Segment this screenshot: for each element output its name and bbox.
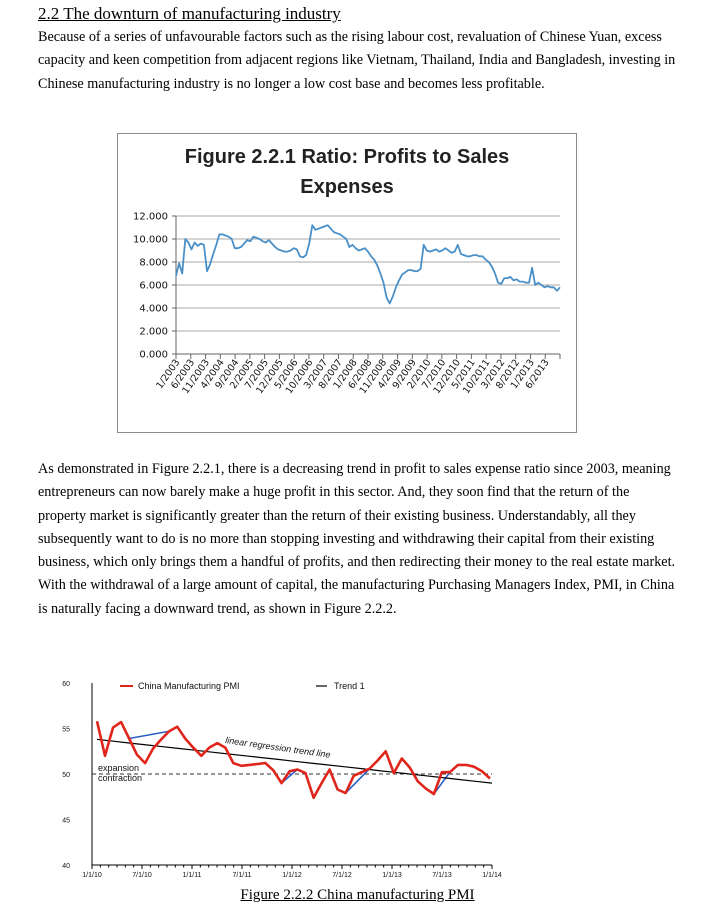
pmi-plot: 40 45 50 55 60 1/1/10 7/1/10 1/1/11 7/1/11 1/1/12… [62,681,502,879]
x-tick-label: 1/1/14 [482,872,502,879]
analysis-paragraph: As demonstrated in Figure 2.2.1, there i… [38,461,676,617]
legend-label-trend: Trend 1 [334,681,365,691]
y-tick-label: 50 [62,772,70,779]
y-tick-label: 6.000 [139,281,168,292]
trend-annotation: linear regression trend line [225,735,331,760]
legend-label-pmi: China Manufacturing PMI [138,681,240,691]
chart-title: Figure 2.2.1 Ratio: Profits to Sales Exp… [184,146,510,198]
x-tick-label: 7/1/10 [132,872,152,879]
y-tick-label: 60 [62,681,70,688]
y-tick-label: 40 [62,863,70,870]
x-tick-label: 7/1/11 [233,872,252,879]
x-tick-label: 1/1/12 [282,872,302,879]
x-tick-label: 1/1/13 [382,872,402,879]
rise-segment [128,730,170,740]
expansion-label: expansion [98,763,139,773]
x-tick-label: 7/1/13 [432,872,452,879]
y-tick-label: 0.000 [139,350,168,361]
y-tick-label: 55 [62,727,70,734]
x-tick-label: 1/1/10 [82,872,102,879]
y-tick-label: 8.000 [139,258,168,269]
rise-segment [345,767,371,794]
y-tick-label: 2.000 [139,327,168,338]
intro-paragraph: Because of a series of unfavourable fact… [38,29,676,92]
y-tick-label: 10.000 [133,235,168,246]
section-heading: 2.2 The downturn of manufacturing indust… [38,4,341,23]
y-tick-label: 45 [62,818,70,825]
profits-ratio-chart: Figure 2.2.1 Ratio: Profits to Sales Exp… [117,133,577,433]
pmi-chart: 40 45 50 55 60 1/1/10 7/1/10 1/1/11 7/1/11 1/1/12… [60,672,510,882]
x-tick-label: 1/1/11 [183,872,202,879]
figure-caption: Figure 2.2.2 China manufacturing PMI [240,887,475,903]
ratio-line [175,224,561,305]
profits-ratio-plot: 0.0002.0004.0006.0008.00010.00012.0001/2… [133,212,561,396]
y-tick-label: 12.000 [133,212,168,223]
y-tick-label: 4.000 [139,304,168,315]
pmi-line [95,720,491,799]
x-tick-label: 7/1/12 [332,872,352,879]
contraction-label: contraction [98,773,142,783]
trend-line [96,738,493,784]
